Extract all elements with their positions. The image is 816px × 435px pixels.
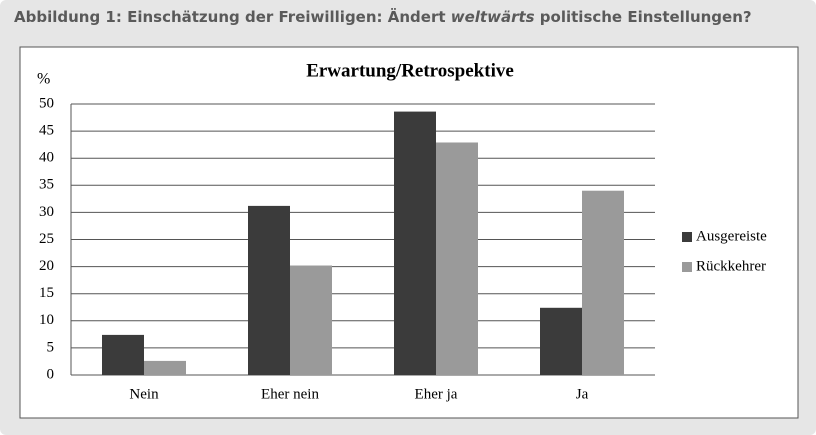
chart-title: Erwartung/Retrospektive — [306, 60, 514, 81]
bar — [248, 205, 290, 375]
x-tick-label: Nein — [129, 386, 159, 402]
x-tick-label: Ja — [576, 386, 589, 402]
y-tick-label: 20 — [39, 258, 54, 274]
legend-label: Rückkehrer — [696, 258, 766, 274]
bar — [540, 307, 582, 375]
y-tick-label: 50 — [39, 95, 54, 111]
y-tick-label: 35 — [39, 177, 54, 193]
y-tick-label: 40 — [39, 150, 54, 166]
bar — [394, 111, 436, 375]
y-axis-label: % — [37, 71, 50, 88]
caption-text: Abbildung 1: Einschätzung der Freiwillig… — [14, 8, 451, 26]
legend-label: Ausgereiste — [696, 228, 767, 244]
y-tick-label: 10 — [39, 312, 54, 328]
y-tick-label: 5 — [47, 339, 55, 355]
bar — [436, 142, 478, 375]
caption: Abbildung 1: Einschätzung der Freiwillig… — [14, 8, 752, 26]
caption-text: politische Einstellungen? — [534, 8, 752, 26]
y-tick-label: 30 — [39, 204, 54, 220]
bar — [102, 334, 144, 375]
x-tick-label: Eher ja — [415, 386, 458, 402]
y-tick-label: 15 — [39, 285, 54, 301]
bar — [290, 265, 332, 375]
legend-swatch — [682, 262, 692, 272]
y-tick-label: 0 — [47, 366, 55, 382]
x-tick-label: Eher nein — [261, 386, 319, 402]
y-tick-label: 45 — [39, 123, 54, 139]
legend-swatch — [682, 232, 692, 242]
bar — [144, 360, 186, 375]
y-tick-label: 25 — [39, 231, 54, 247]
caption-italic: weltwärts — [450, 8, 535, 26]
bar — [582, 190, 624, 375]
